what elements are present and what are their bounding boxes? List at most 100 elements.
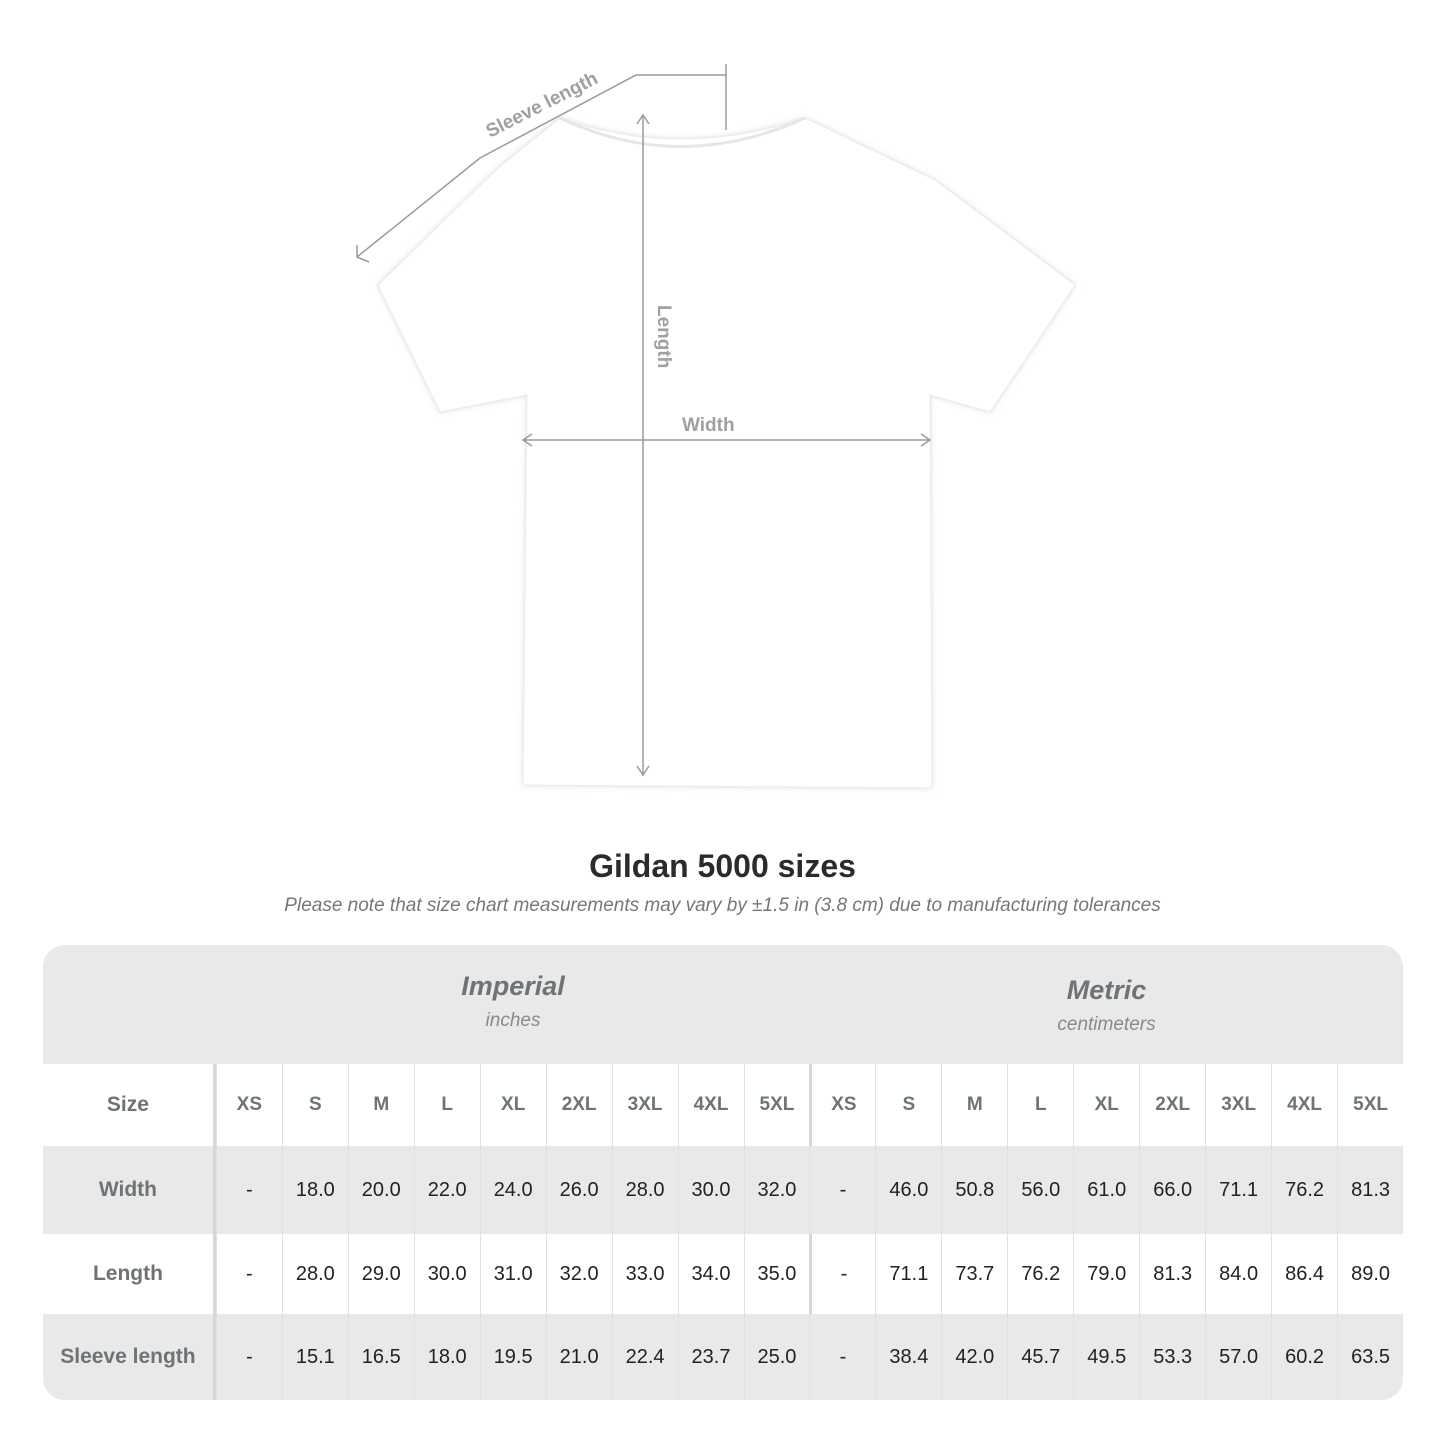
imperial-value-cell: 34.0 xyxy=(677,1234,744,1314)
metric-value-cell: 50.8 xyxy=(941,1146,1007,1234)
metric-unit: centimeters xyxy=(1057,1014,1156,1035)
imperial-size-xl: XL xyxy=(479,1064,546,1146)
imperial-size-s: S xyxy=(281,1064,348,1146)
tshirt-diagram: Sleeve length Length Width xyxy=(356,64,1076,789)
imperial-size-xs: XS xyxy=(215,1064,282,1146)
tshirt-body xyxy=(377,117,1076,789)
metric-value-cell: 46.0 xyxy=(875,1146,941,1234)
imperial-value-cell: 25.0 xyxy=(743,1314,810,1400)
metric-value-cell: - xyxy=(809,1146,875,1234)
metric-value-cell: 63.5 xyxy=(1337,1314,1403,1400)
imperial-value-cell: 28.0 xyxy=(281,1234,348,1314)
metric-value-cell: 45.7 xyxy=(1007,1314,1073,1400)
imperial-value-cell: 20.0 xyxy=(347,1146,414,1234)
metric-value-cell: 81.3 xyxy=(1139,1234,1205,1314)
row-label: Length xyxy=(43,1234,216,1314)
metric-header: Metric centimeters xyxy=(810,945,1403,1094)
metric-value-cell: 86.4 xyxy=(1271,1234,1337,1314)
imperial-value-cell: 35.0 xyxy=(743,1234,810,1314)
width-arrow-right xyxy=(920,433,932,447)
metric-value-cell: 57.0 xyxy=(1205,1314,1271,1400)
metric-value-cell: 71.1 xyxy=(1205,1146,1271,1234)
metric-value-cell: 56.0 xyxy=(1007,1146,1073,1234)
metric-size-s: S xyxy=(875,1064,941,1146)
metric-size-3xl: 3XL xyxy=(1205,1064,1271,1146)
table-row-width: Width -18.0 20.0 22.0 24.0 26.0 28.0 30.0 32.0-4… xyxy=(43,1146,1403,1234)
imperial-value-cell: 31.0 xyxy=(479,1234,546,1314)
metric-value-cell: 84.0 xyxy=(1205,1234,1271,1314)
table-row-sleeve-length: Sleeve length -15.1 16.5 18.0 19.5 21.0 22.4 23… xyxy=(43,1314,1403,1400)
metric-size-xs: XS xyxy=(809,1064,875,1146)
metric-value-cell: 76.2 xyxy=(1271,1146,1337,1234)
metric-value-cell: 42.0 xyxy=(941,1314,1007,1400)
imperial-value-cell: 15.1 xyxy=(281,1314,348,1400)
metric-value-cell: 61.0 xyxy=(1073,1146,1139,1234)
metric-value-cell: 66.0 xyxy=(1139,1146,1205,1234)
imperial-size-m: M xyxy=(347,1064,414,1146)
imperial-value-cell: 19.5 xyxy=(479,1314,546,1400)
metric-size-m: M xyxy=(941,1064,1007,1146)
metric-value-cell: - xyxy=(809,1314,875,1400)
metric-value-cell: 76.2 xyxy=(1007,1234,1073,1314)
imperial-size-2xl: 2XL xyxy=(545,1064,612,1146)
imperial-value-cell: 16.5 xyxy=(347,1314,414,1400)
tshirt-collar xyxy=(559,116,806,148)
imperial-value-cell: - xyxy=(215,1146,282,1234)
metric-size-l: L xyxy=(1007,1064,1073,1146)
imperial-value-cell: 24.0 xyxy=(479,1146,546,1234)
metric-size-xl: XL xyxy=(1073,1064,1139,1146)
imperial-title: Imperial xyxy=(461,971,565,1001)
sleeve-length-line xyxy=(356,74,726,258)
size-label: Size xyxy=(43,1064,216,1146)
imperial-value-cell: 26.0 xyxy=(545,1146,612,1234)
chart-title: Gildan 5000 sizes xyxy=(589,848,856,884)
imperial-value-cell: 22.0 xyxy=(413,1146,480,1234)
metric-size-4xl: 4XL xyxy=(1271,1064,1337,1146)
length-arrow-top xyxy=(636,113,650,125)
length-label: Length xyxy=(653,305,674,368)
metric-size-2xl: 2XL xyxy=(1139,1064,1205,1146)
imperial-value-cell: 28.0 xyxy=(611,1146,678,1234)
imperial-header: Imperial inches xyxy=(216,945,810,1090)
size-header-row: Size XS S M L XL 2XL 3XL 4XL 5XL XS S M L XL 2XL 3XL 4XL 5… xyxy=(43,1064,1403,1146)
imperial-value-cell: 22.4 xyxy=(611,1314,678,1400)
metric-size-5xl: 5XL xyxy=(1337,1064,1403,1146)
imperial-value-cell: 18.0 xyxy=(281,1146,348,1234)
imperial-size-l: L xyxy=(413,1064,480,1146)
metric-value-cell: 89.0 xyxy=(1337,1234,1403,1314)
table-row-length: Length -28.0 29.0 30.0 31.0 32.0 33.0 34.0 35.0-… xyxy=(43,1234,1403,1314)
imperial-value-cell: 32.0 xyxy=(545,1234,612,1314)
tolerance-note: Please note that size chart measurements… xyxy=(284,895,1161,916)
width-label: Width xyxy=(682,415,735,436)
sleeve-arrow-head xyxy=(356,245,370,263)
imperial-size-4xl: 4XL xyxy=(677,1064,744,1146)
imperial-value-cell: 18.0 xyxy=(413,1314,480,1400)
row-label: Sleeve length xyxy=(43,1314,216,1400)
metric-value-cell: 79.0 xyxy=(1073,1234,1139,1314)
imperial-unit: inches xyxy=(485,1010,541,1031)
imperial-value-cell: 21.0 xyxy=(545,1314,612,1400)
metric-value-cell: 53.3 xyxy=(1139,1314,1205,1400)
imperial-value-cell: - xyxy=(215,1234,282,1314)
imperial-value-cell: 29.0 xyxy=(347,1234,414,1314)
metric-value-cell: 71.1 xyxy=(875,1234,941,1314)
imperial-value-cell: - xyxy=(215,1314,282,1400)
metric-value-cell: - xyxy=(809,1234,875,1314)
width-arrow-left xyxy=(521,433,533,447)
metric-value-cell: 60.2 xyxy=(1271,1314,1337,1400)
metric-value-cell: 81.3 xyxy=(1337,1146,1403,1234)
imperial-size-3xl: 3XL xyxy=(611,1064,678,1146)
row-label: Width xyxy=(43,1146,216,1234)
metric-value-cell: 73.7 xyxy=(941,1234,1007,1314)
length-arrow-bottom xyxy=(636,765,650,777)
imperial-value-cell: 30.0 xyxy=(677,1146,744,1234)
metric-value-cell: 49.5 xyxy=(1073,1314,1139,1400)
metric-title: Metric xyxy=(1066,975,1147,1005)
size-table: Imperial inches Metric centimeters Size X… xyxy=(43,945,1403,1400)
imperial-size-5xl: 5XL xyxy=(743,1064,810,1146)
imperial-value-cell: 30.0 xyxy=(413,1234,480,1314)
imperial-value-cell: 33.0 xyxy=(611,1234,678,1314)
imperial-value-cell: 32.0 xyxy=(743,1146,810,1234)
imperial-value-cell: 23.7 xyxy=(677,1314,744,1400)
metric-value-cell: 38.4 xyxy=(875,1314,941,1400)
